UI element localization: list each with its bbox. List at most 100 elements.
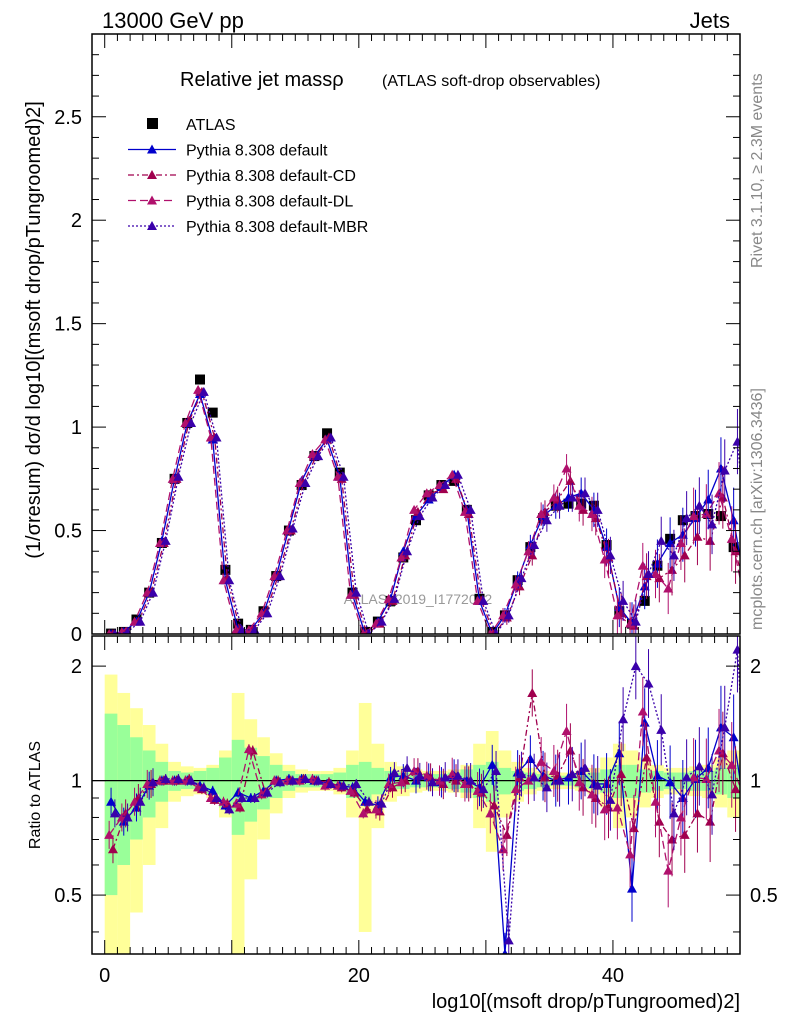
x-tick-label: 0 [99, 965, 110, 987]
ratio-marker [358, 808, 369, 818]
ratio-marker [487, 759, 498, 769]
series-marker [639, 581, 650, 591]
x-tick-label: 20 [348, 965, 370, 987]
ratio-marker [363, 796, 374, 806]
series-marker [198, 386, 209, 396]
y-tick-label-ratio: 1 [71, 771, 82, 793]
series-marker [529, 540, 540, 550]
series-marker [503, 610, 514, 620]
ratio-marker [694, 761, 705, 771]
series-marker [106, 629, 112, 634]
series-marker [728, 515, 739, 525]
ratio-marker [612, 802, 623, 812]
series-marker [173, 471, 184, 481]
ratio-marker [107, 844, 118, 854]
ratio-marker [104, 829, 115, 839]
ratio-marker [652, 770, 663, 780]
ratio-marker [459, 778, 470, 788]
ratio-marker [679, 829, 690, 839]
ratio-marker [739, 801, 740, 803]
ratio-marker [681, 772, 692, 782]
series-marker [366, 629, 372, 634]
ratio-series-0 [106, 685, 740, 954]
ratio-panel-frame [91, 635, 741, 955]
ratio-marker [510, 784, 521, 794]
legend-label: Pythia 8.308 default-DL [186, 194, 353, 211]
series-marker [275, 571, 286, 581]
ratio-marker [523, 775, 534, 785]
series-marker [561, 463, 572, 473]
ratio-marker [650, 796, 661, 806]
series-marker [465, 504, 476, 514]
chart-subtitle: (ATLAS soft-drop observables) [382, 73, 600, 90]
series-marker [719, 465, 730, 475]
ratio-line [114, 649, 740, 941]
ratio-marker [414, 770, 425, 780]
series-marker [421, 488, 432, 498]
series-marker [586, 509, 597, 518]
ratio-marker [541, 782, 552, 792]
ratio-marker [692, 808, 703, 818]
series-2 [110, 386, 740, 634]
y-tick-label-ratio-right: 1 [750, 771, 761, 793]
series-marker [701, 509, 712, 518]
ratio-marker [427, 777, 438, 787]
series-line [114, 389, 740, 634]
series-marker [300, 477, 311, 487]
series-marker [679, 550, 690, 560]
ratio-marker [383, 778, 394, 788]
atlas-point [195, 374, 205, 385]
header-energy-label: 13000 GeV pp [102, 8, 244, 33]
ratio-marker [370, 804, 381, 814]
series-marker [663, 583, 674, 593]
atlas-point [207, 407, 218, 418]
series-marker [705, 535, 716, 545]
series-marker [376, 616, 387, 626]
ratio-marker [109, 808, 120, 818]
legend-label: Pythia 8.308 default [186, 143, 328, 160]
ratio-marker [705, 816, 716, 826]
series-1 [108, 389, 740, 634]
series-marker [652, 558, 663, 568]
watermark-label: ATLAS_2019_I1772062 [344, 591, 493, 607]
series-marker [487, 629, 494, 634]
ratio-marker [478, 784, 489, 794]
ratio-marker [627, 883, 637, 893]
ratio-marker [525, 753, 536, 763]
ratio-marker [421, 770, 432, 780]
ratio-marker [491, 765, 502, 775]
series-marker [692, 531, 703, 541]
legend-label: Pythia 8.308 default-CD [186, 168, 356, 185]
y-tick-label-main: 2 [71, 210, 82, 232]
ratio-marker [665, 777, 676, 787]
ratio-marker [707, 789, 718, 799]
ratio-line [112, 692, 740, 850]
x-tick-label: 40 [602, 965, 624, 987]
ratio-marker [351, 778, 362, 788]
series-marker [681, 513, 692, 523]
ratio-marker [451, 775, 462, 785]
series-marker [574, 500, 585, 510]
ratio-band-green [358, 761, 372, 802]
ratio-marker [338, 780, 349, 790]
y-tick-label-main: 1 [71, 417, 82, 439]
ratio-marker [628, 823, 639, 833]
series-marker [193, 384, 204, 394]
ratio-marker [663, 865, 674, 875]
legend-item: Pythia 8.308 default-CD [128, 168, 356, 185]
series-marker [351, 587, 362, 597]
mcplots-label: mcplots.cern.ch [arXiv:1306.3436] [749, 388, 766, 630]
series-marker [739, 601, 740, 603]
legend-item: Pythia 8.308 default-DL [128, 194, 353, 211]
ratio-marker [236, 793, 247, 803]
ratio-marker [561, 726, 572, 736]
series-marker [409, 504, 420, 514]
ratio-marker [402, 762, 413, 772]
ratio-marker [728, 732, 739, 742]
chart-title: Relative jet massρ [180, 69, 344, 91]
ratio-band-green [219, 757, 232, 808]
series-marker [211, 432, 222, 442]
series-marker [599, 554, 610, 564]
ratio-line [110, 722, 740, 954]
ratio-marker [516, 769, 527, 779]
